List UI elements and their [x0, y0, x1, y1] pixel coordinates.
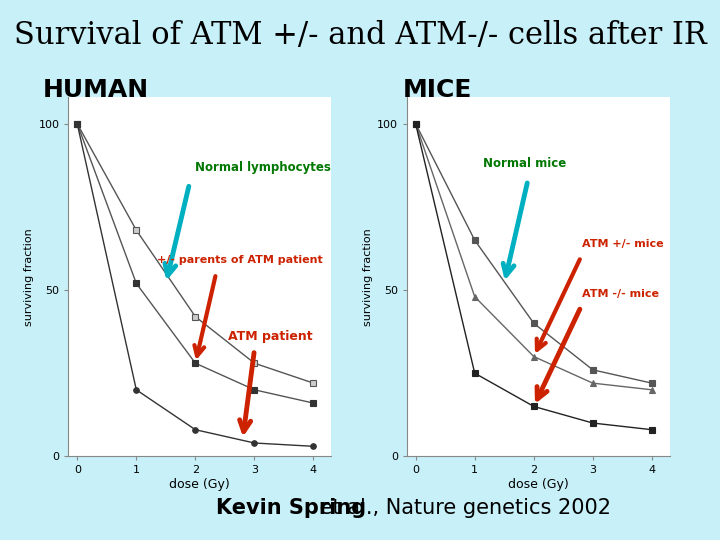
Text: Survival of ATM +/- and ATM-/- cells after IR: Survival of ATM +/- and ATM-/- cells aft… — [14, 20, 706, 51]
Text: ATM patient: ATM patient — [228, 330, 312, 343]
Text: ATM -/- mice: ATM -/- mice — [582, 289, 660, 299]
Text: Kevin Spring: Kevin Spring — [216, 498, 366, 518]
Text: et al., Nature genetics 2002: et al., Nature genetics 2002 — [313, 498, 611, 518]
Text: ATM +/- mice: ATM +/- mice — [582, 239, 664, 249]
X-axis label: dose (Gy): dose (Gy) — [169, 478, 230, 491]
Y-axis label: surviving fraction: surviving fraction — [24, 228, 35, 326]
Text: Normal mice: Normal mice — [483, 157, 566, 170]
Text: HUMAN: HUMAN — [43, 78, 149, 102]
Text: Normal lymphocytes: Normal lymphocytes — [195, 161, 331, 174]
Y-axis label: surviving fraction: surviving fraction — [363, 228, 373, 326]
X-axis label: dose (Gy): dose (Gy) — [508, 478, 569, 491]
Text: +/- parents of ATM patient: +/- parents of ATM patient — [157, 255, 323, 266]
Text: MICE: MICE — [403, 78, 472, 102]
